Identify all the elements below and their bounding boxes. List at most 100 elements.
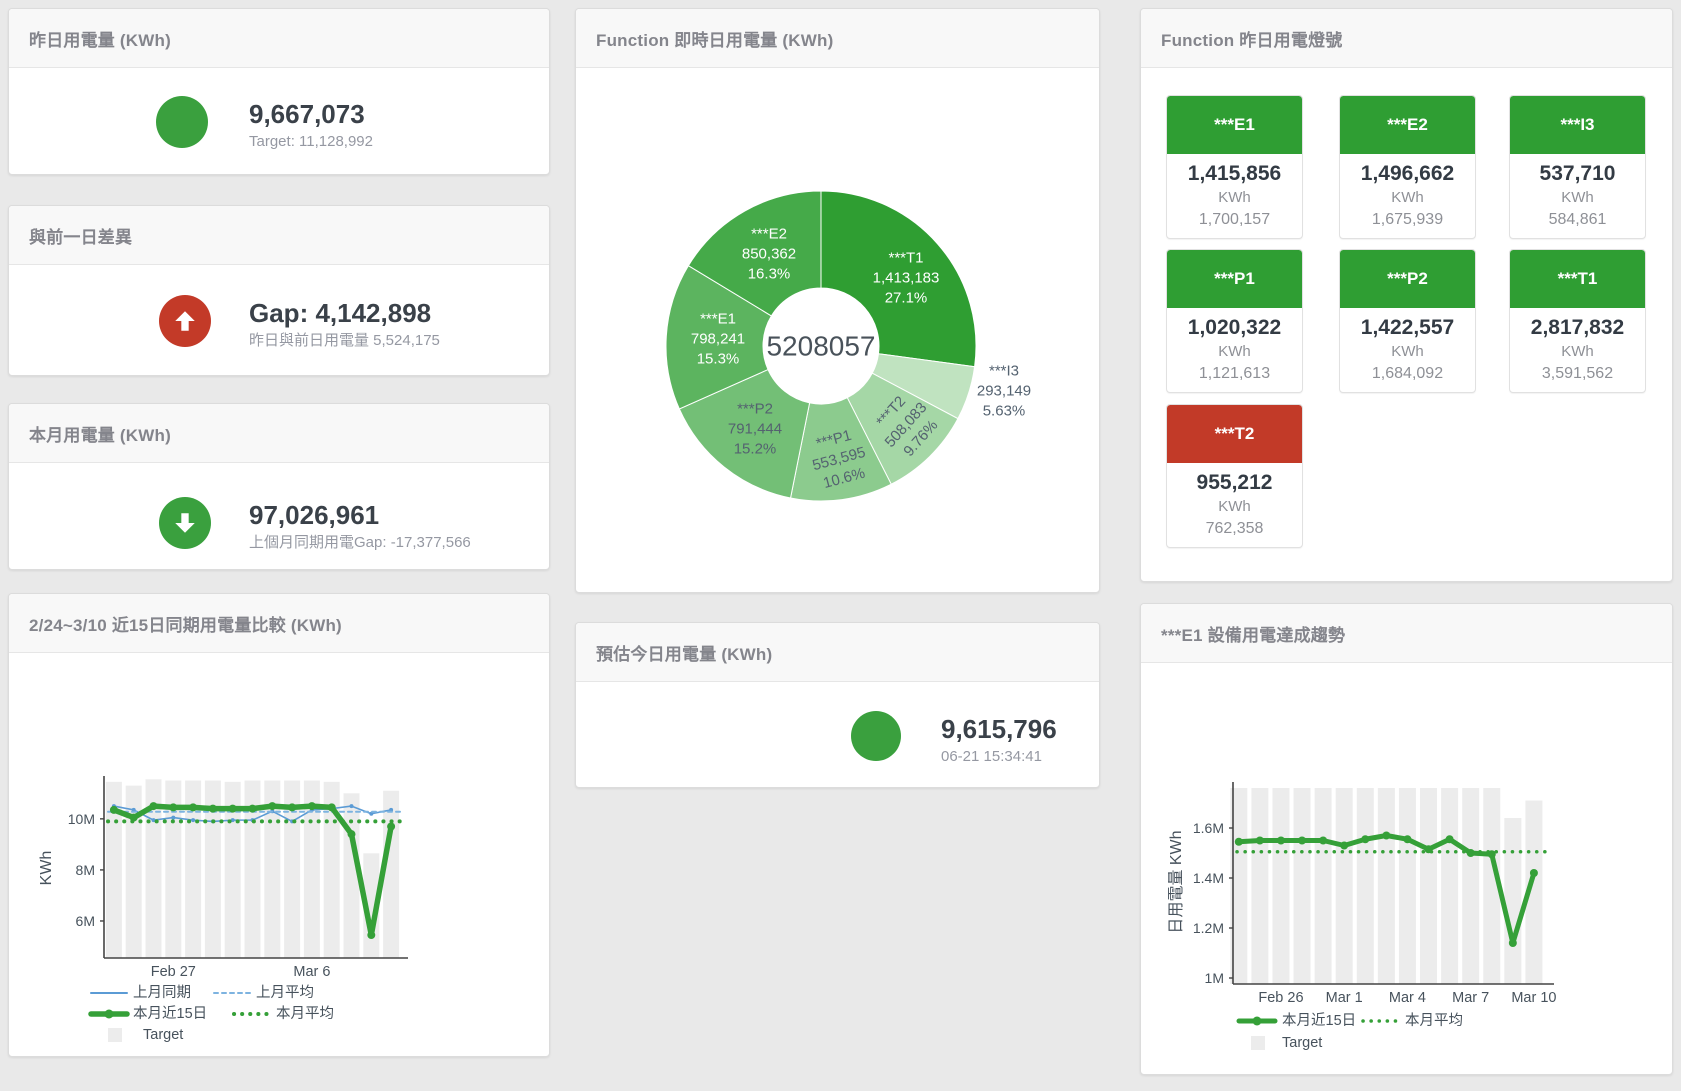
target-bar[interactable]: [125, 785, 142, 958]
target-bar[interactable]: [1377, 788, 1395, 984]
data-point[interactable]: [1255, 836, 1264, 845]
target-bar[interactable]: [1462, 788, 1480, 984]
data-point[interactable]: [191, 818, 196, 823]
svg-text:1,413,183: 1,413,183: [873, 270, 940, 287]
target-bar[interactable]: [1504, 818, 1522, 984]
data-point[interactable]: [189, 803, 198, 812]
data-point[interactable]: [1361, 835, 1370, 844]
realtime-usage-donut-chart[interactable]: ***T1 1,413,183 27.1% ***I3 293,149 5.63% ***T…: [576, 69, 1099, 594]
data-point[interactable]: [1340, 841, 1349, 850]
svg-text:15.3%: 15.3%: [697, 351, 740, 368]
target-bar[interactable]: [185, 780, 202, 958]
data-point[interactable]: [1529, 869, 1538, 877]
card-title: Function 昨日用電燈號: [1161, 30, 1343, 50]
target-bar[interactable]: [165, 780, 182, 958]
card-title: ***E1 設備用電達成趨勢: [1161, 625, 1346, 645]
card-today-estimate: 預估今日用電量 (KWh) 9,615,796 06-21 15:34:41: [575, 622, 1100, 788]
data-point[interactable]: [230, 818, 235, 823]
target-bar[interactable]: [105, 781, 122, 958]
data-point[interactable]: [367, 931, 376, 940]
target-bar[interactable]: [1293, 788, 1311, 984]
e1-trend-line-chart[interactable]: 1M 1.2M 1.4M 1.6M Feb 26 Mar 1 Mar 4 Mar 7 Mar 1…: [1141, 664, 1672, 1076]
target-bar[interactable]: [204, 780, 221, 958]
target-bar[interactable]: [145, 779, 162, 958]
donut-slice-T1[interactable]: [820, 190, 977, 368]
data-point[interactable]: [151, 818, 156, 823]
status-circle-icon: [851, 711, 901, 761]
legend-item[interactable]: 本月近15日: [88, 1005, 207, 1022]
data-point[interactable]: [387, 822, 396, 831]
donut-slice-E1[interactable]: [665, 264, 773, 410]
data-point[interactable]: [369, 811, 374, 816]
legend-item[interactable]: Target: [108, 1027, 183, 1043]
target-bar[interactable]: [323, 781, 340, 958]
target-bar[interactable]: [1420, 788, 1438, 984]
target-bar[interactable]: [244, 780, 261, 958]
tile-name: ***E2: [1340, 96, 1475, 154]
target-bar[interactable]: [284, 780, 301, 958]
data-point[interactable]: [248, 804, 257, 813]
legend-item[interactable]: 本月近15日: [1236, 1012, 1356, 1029]
target-bar[interactable]: [1483, 788, 1501, 984]
target-bar[interactable]: [303, 780, 320, 958]
data-point[interactable]: [228, 804, 237, 813]
data-point[interactable]: [208, 804, 217, 813]
target-bar[interactable]: [1441, 788, 1459, 984]
card-title: 預估今日用電量 (KWh): [596, 644, 773, 664]
data-point[interactable]: [268, 802, 277, 811]
data-point[interactable]: [288, 803, 297, 812]
legend-item[interactable]: 本月平均: [232, 1005, 334, 1022]
tile-name: ***I3: [1510, 96, 1645, 154]
data-point[interactable]: [307, 802, 316, 811]
y-tick-label: 1.4M: [1193, 870, 1224, 886]
card-title: 昨日用電量 (KWh): [29, 30, 171, 50]
target-bar[interactable]: [363, 853, 380, 958]
donut-slice-label: ***I3 293,149 5.63%: [977, 363, 1031, 420]
target-bar[interactable]: [1525, 800, 1543, 985]
data-point[interactable]: [1234, 837, 1243, 846]
data-point[interactable]: [1508, 939, 1517, 947]
donut-slice-E2[interactable]: [687, 190, 822, 317]
data-point[interactable]: [171, 815, 176, 820]
data-point[interactable]: [347, 830, 356, 839]
svg-text:***E2: ***E2: [751, 226, 787, 243]
target-bar[interactable]: [1272, 788, 1290, 984]
target-bar[interactable]: [1398, 788, 1416, 984]
legend-item[interactable]: 上月同期: [90, 984, 191, 1001]
target-bar[interactable]: [1230, 788, 1248, 984]
target-bar[interactable]: [343, 793, 360, 958]
data-point[interactable]: [149, 802, 158, 811]
target-bar[interactable]: [383, 790, 400, 958]
legend-item[interactable]: Target: [1251, 1035, 1322, 1051]
data-point[interactable]: [1403, 835, 1412, 844]
status-tile-T1: ***T1 2,817,832 KWh 3,591,562: [1509, 249, 1646, 393]
data-point[interactable]: [1319, 836, 1328, 845]
legend-marker: [104, 1009, 114, 1019]
data-point[interactable]: [327, 803, 336, 812]
status-tile-P1: ***P1 1,020,322 KWh 1,121,613: [1166, 249, 1303, 393]
target-bar[interactable]: [264, 780, 281, 958]
target-bar[interactable]: [224, 781, 241, 958]
tile-unit: KWh: [1391, 343, 1424, 360]
target-bar[interactable]: [1314, 788, 1332, 984]
data-point[interactable]: [109, 805, 118, 814]
target-bar[interactable]: [1356, 788, 1374, 984]
tile-target-value: 1,121,613: [1198, 365, 1271, 382]
data-point[interactable]: [1382, 831, 1391, 840]
target-bar[interactable]: [1335, 788, 1353, 984]
y-axis-title: KWh: [38, 851, 55, 886]
data-point[interactable]: [1298, 836, 1307, 845]
data-point[interactable]: [169, 803, 178, 812]
x-tick-label: Mar 7: [1452, 990, 1489, 1006]
svg-text:***P2: ***P2: [737, 401, 773, 418]
y-axis-title: 日用電量 KWh: [1168, 830, 1185, 933]
legend-item[interactable]: 上月平均: [213, 984, 314, 1001]
data-point[interactable]: [1276, 836, 1285, 845]
status-tile-P2: ***P2 1,422,557 KWh 1,684,092: [1339, 249, 1476, 393]
legend-item[interactable]: 本月平均: [1361, 1012, 1463, 1029]
data-point[interactable]: [349, 804, 354, 809]
donut-slice-P2[interactable]: [678, 368, 811, 499]
target-bar[interactable]: [1251, 788, 1269, 984]
data-point[interactable]: [1445, 835, 1454, 844]
